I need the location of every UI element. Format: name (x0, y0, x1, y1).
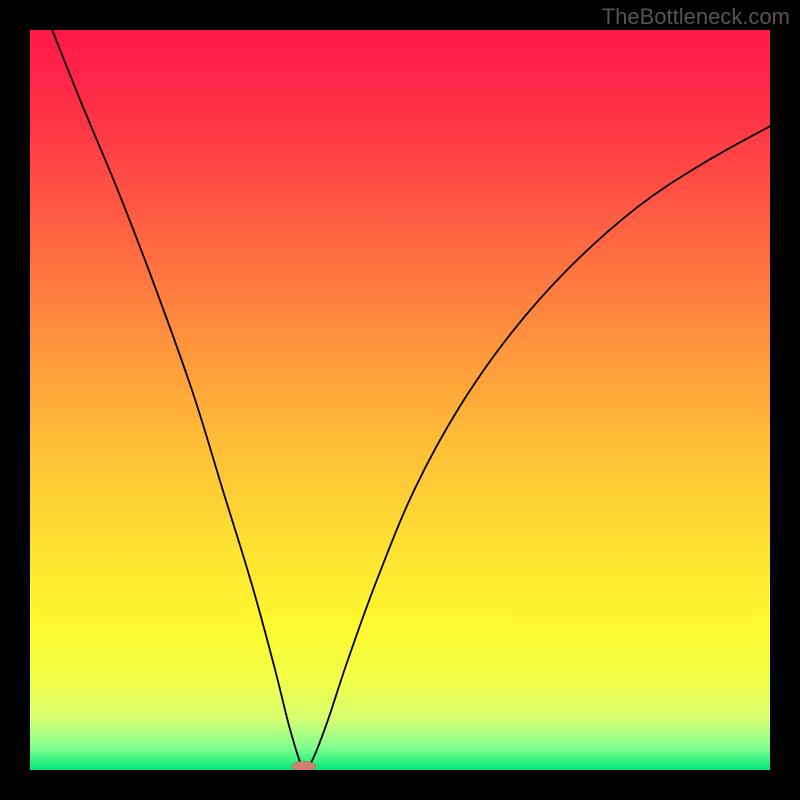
watermark-text: TheBottleneck.com (602, 4, 790, 30)
optimal-point-marker (292, 761, 316, 770)
chart-plot-area (30, 30, 770, 770)
chart-background-gradient (30, 30, 770, 770)
bottleneck-chart-svg (30, 30, 770, 770)
